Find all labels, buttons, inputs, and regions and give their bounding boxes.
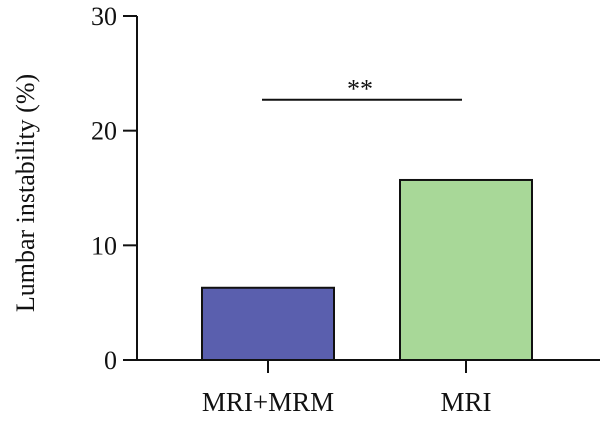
y-ticks: 0 10 20 30 <box>91 2 137 375</box>
significance-annotation: ** <box>262 75 462 104</box>
y-tick-label: 30 <box>91 2 117 31</box>
x-ticks: MRI+MRM MRI <box>202 360 492 417</box>
significance-label: ** <box>347 75 373 104</box>
y-tick-label: 10 <box>91 231 117 260</box>
y-tick-label: 20 <box>91 117 117 146</box>
x-tick-label: MRI+MRM <box>202 387 334 417</box>
x-tick-label: MRI <box>440 387 491 417</box>
x-axis: MRI+MRM MRI <box>136 359 600 417</box>
bar <box>399 178 533 361</box>
y-axis: 0 10 20 30 <box>91 2 138 375</box>
y-tick-label: 0 <box>104 346 117 375</box>
y-axis-title: Lumbar instability (%) <box>11 74 40 312</box>
bar <box>201 286 335 362</box>
bars <box>201 178 533 362</box>
